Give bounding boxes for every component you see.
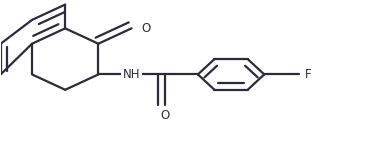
Text: O: O [160, 109, 169, 122]
Text: O: O [141, 22, 150, 35]
Text: F: F [305, 68, 312, 81]
Text: NH: NH [123, 68, 140, 81]
